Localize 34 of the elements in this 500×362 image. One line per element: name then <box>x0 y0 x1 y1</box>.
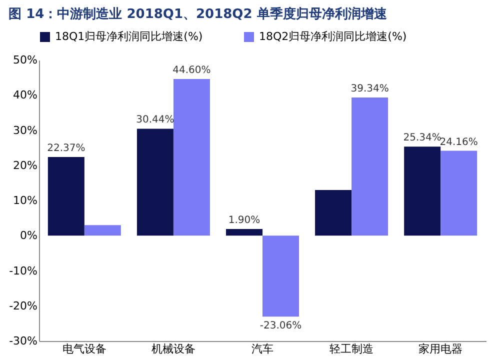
bar <box>352 97 388 236</box>
x-tick-label: 轻工制造 <box>330 342 374 356</box>
legend-label: 18Q1归母净利润同比增速(%) <box>55 30 203 43</box>
bar <box>315 190 352 236</box>
data-label: 24.16% <box>440 136 478 148</box>
data-label: 39.34% <box>350 83 389 94</box>
y-tick-label: 20% <box>13 158 38 172</box>
data-label: 25.34% <box>403 132 442 144</box>
bar <box>404 146 441 236</box>
x-tick-label: 电气设备 <box>62 342 106 356</box>
bar <box>173 78 210 236</box>
y-tick-label: -20% <box>9 299 38 312</box>
bar <box>136 128 174 236</box>
data-label: 22.37% <box>47 143 86 154</box>
data-label: -23.06% <box>260 320 302 332</box>
y-tick-label: 30% <box>13 124 38 137</box>
bar <box>262 236 300 317</box>
y-tick-label: 40% <box>13 88 38 102</box>
x-tick-label: 机械设备 <box>151 342 196 356</box>
legend-label: 18Q2归母净利润同比增速(%) <box>259 30 407 43</box>
y-tick-label: 0% <box>20 229 38 242</box>
x-tick-label: 家用电器 <box>418 342 463 356</box>
bar <box>48 157 84 236</box>
x-tick-label: 汽车 <box>252 342 274 356</box>
data-label: 44.60% <box>172 64 211 76</box>
y-tick-label: -10% <box>9 264 38 278</box>
y-tick-label: 10% <box>13 194 38 207</box>
bar <box>226 228 262 236</box>
bar <box>84 225 121 236</box>
bar <box>440 150 478 236</box>
y-tick-label: -30% <box>9 334 38 348</box>
y-tick-label: 50% <box>13 54 38 66</box>
data-label: 1.90% <box>228 214 260 226</box>
chart-title: 图 14：中游制造业 2018Q1、2018Q2 单季度归母净利润增速 <box>8 6 388 22</box>
